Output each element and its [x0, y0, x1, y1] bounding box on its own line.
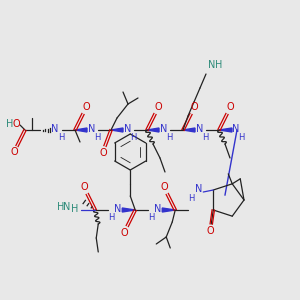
- Text: O: O: [154, 102, 162, 112]
- Text: O: O: [226, 102, 234, 112]
- Text: O: O: [82, 102, 90, 112]
- Text: H: H: [215, 60, 223, 70]
- Polygon shape: [219, 128, 232, 132]
- Polygon shape: [75, 128, 87, 132]
- Text: N: N: [232, 124, 240, 134]
- Text: O: O: [12, 119, 20, 129]
- Text: N: N: [63, 202, 70, 212]
- Text: H: H: [108, 214, 114, 223]
- Text: N: N: [114, 204, 121, 214]
- Text: H: H: [130, 134, 136, 142]
- Text: N: N: [154, 204, 161, 214]
- Text: H: H: [166, 134, 172, 142]
- Text: O: O: [10, 147, 18, 157]
- Text: O: O: [99, 148, 107, 158]
- Text: N: N: [88, 124, 96, 134]
- Polygon shape: [183, 128, 195, 132]
- Text: H: H: [70, 204, 78, 214]
- Text: O: O: [80, 182, 88, 192]
- Text: H: H: [202, 134, 208, 142]
- Text: H: H: [148, 214, 154, 223]
- Polygon shape: [111, 128, 123, 132]
- Text: O: O: [120, 228, 128, 238]
- Text: O: O: [190, 102, 198, 112]
- Text: O: O: [160, 182, 168, 192]
- Text: H: H: [58, 134, 64, 142]
- Text: O: O: [206, 226, 214, 236]
- Polygon shape: [147, 128, 159, 132]
- Text: N: N: [196, 124, 204, 134]
- Text: H: H: [57, 202, 64, 212]
- Polygon shape: [162, 208, 175, 212]
- Text: N: N: [195, 184, 202, 194]
- Text: N: N: [160, 124, 168, 134]
- Text: H: H: [6, 119, 14, 129]
- Text: N: N: [51, 124, 59, 134]
- Text: H: H: [188, 194, 194, 202]
- Text: N: N: [208, 60, 216, 70]
- Text: N: N: [124, 124, 132, 134]
- Text: H: H: [94, 134, 100, 142]
- Text: H: H: [238, 134, 244, 142]
- Polygon shape: [122, 208, 135, 212]
